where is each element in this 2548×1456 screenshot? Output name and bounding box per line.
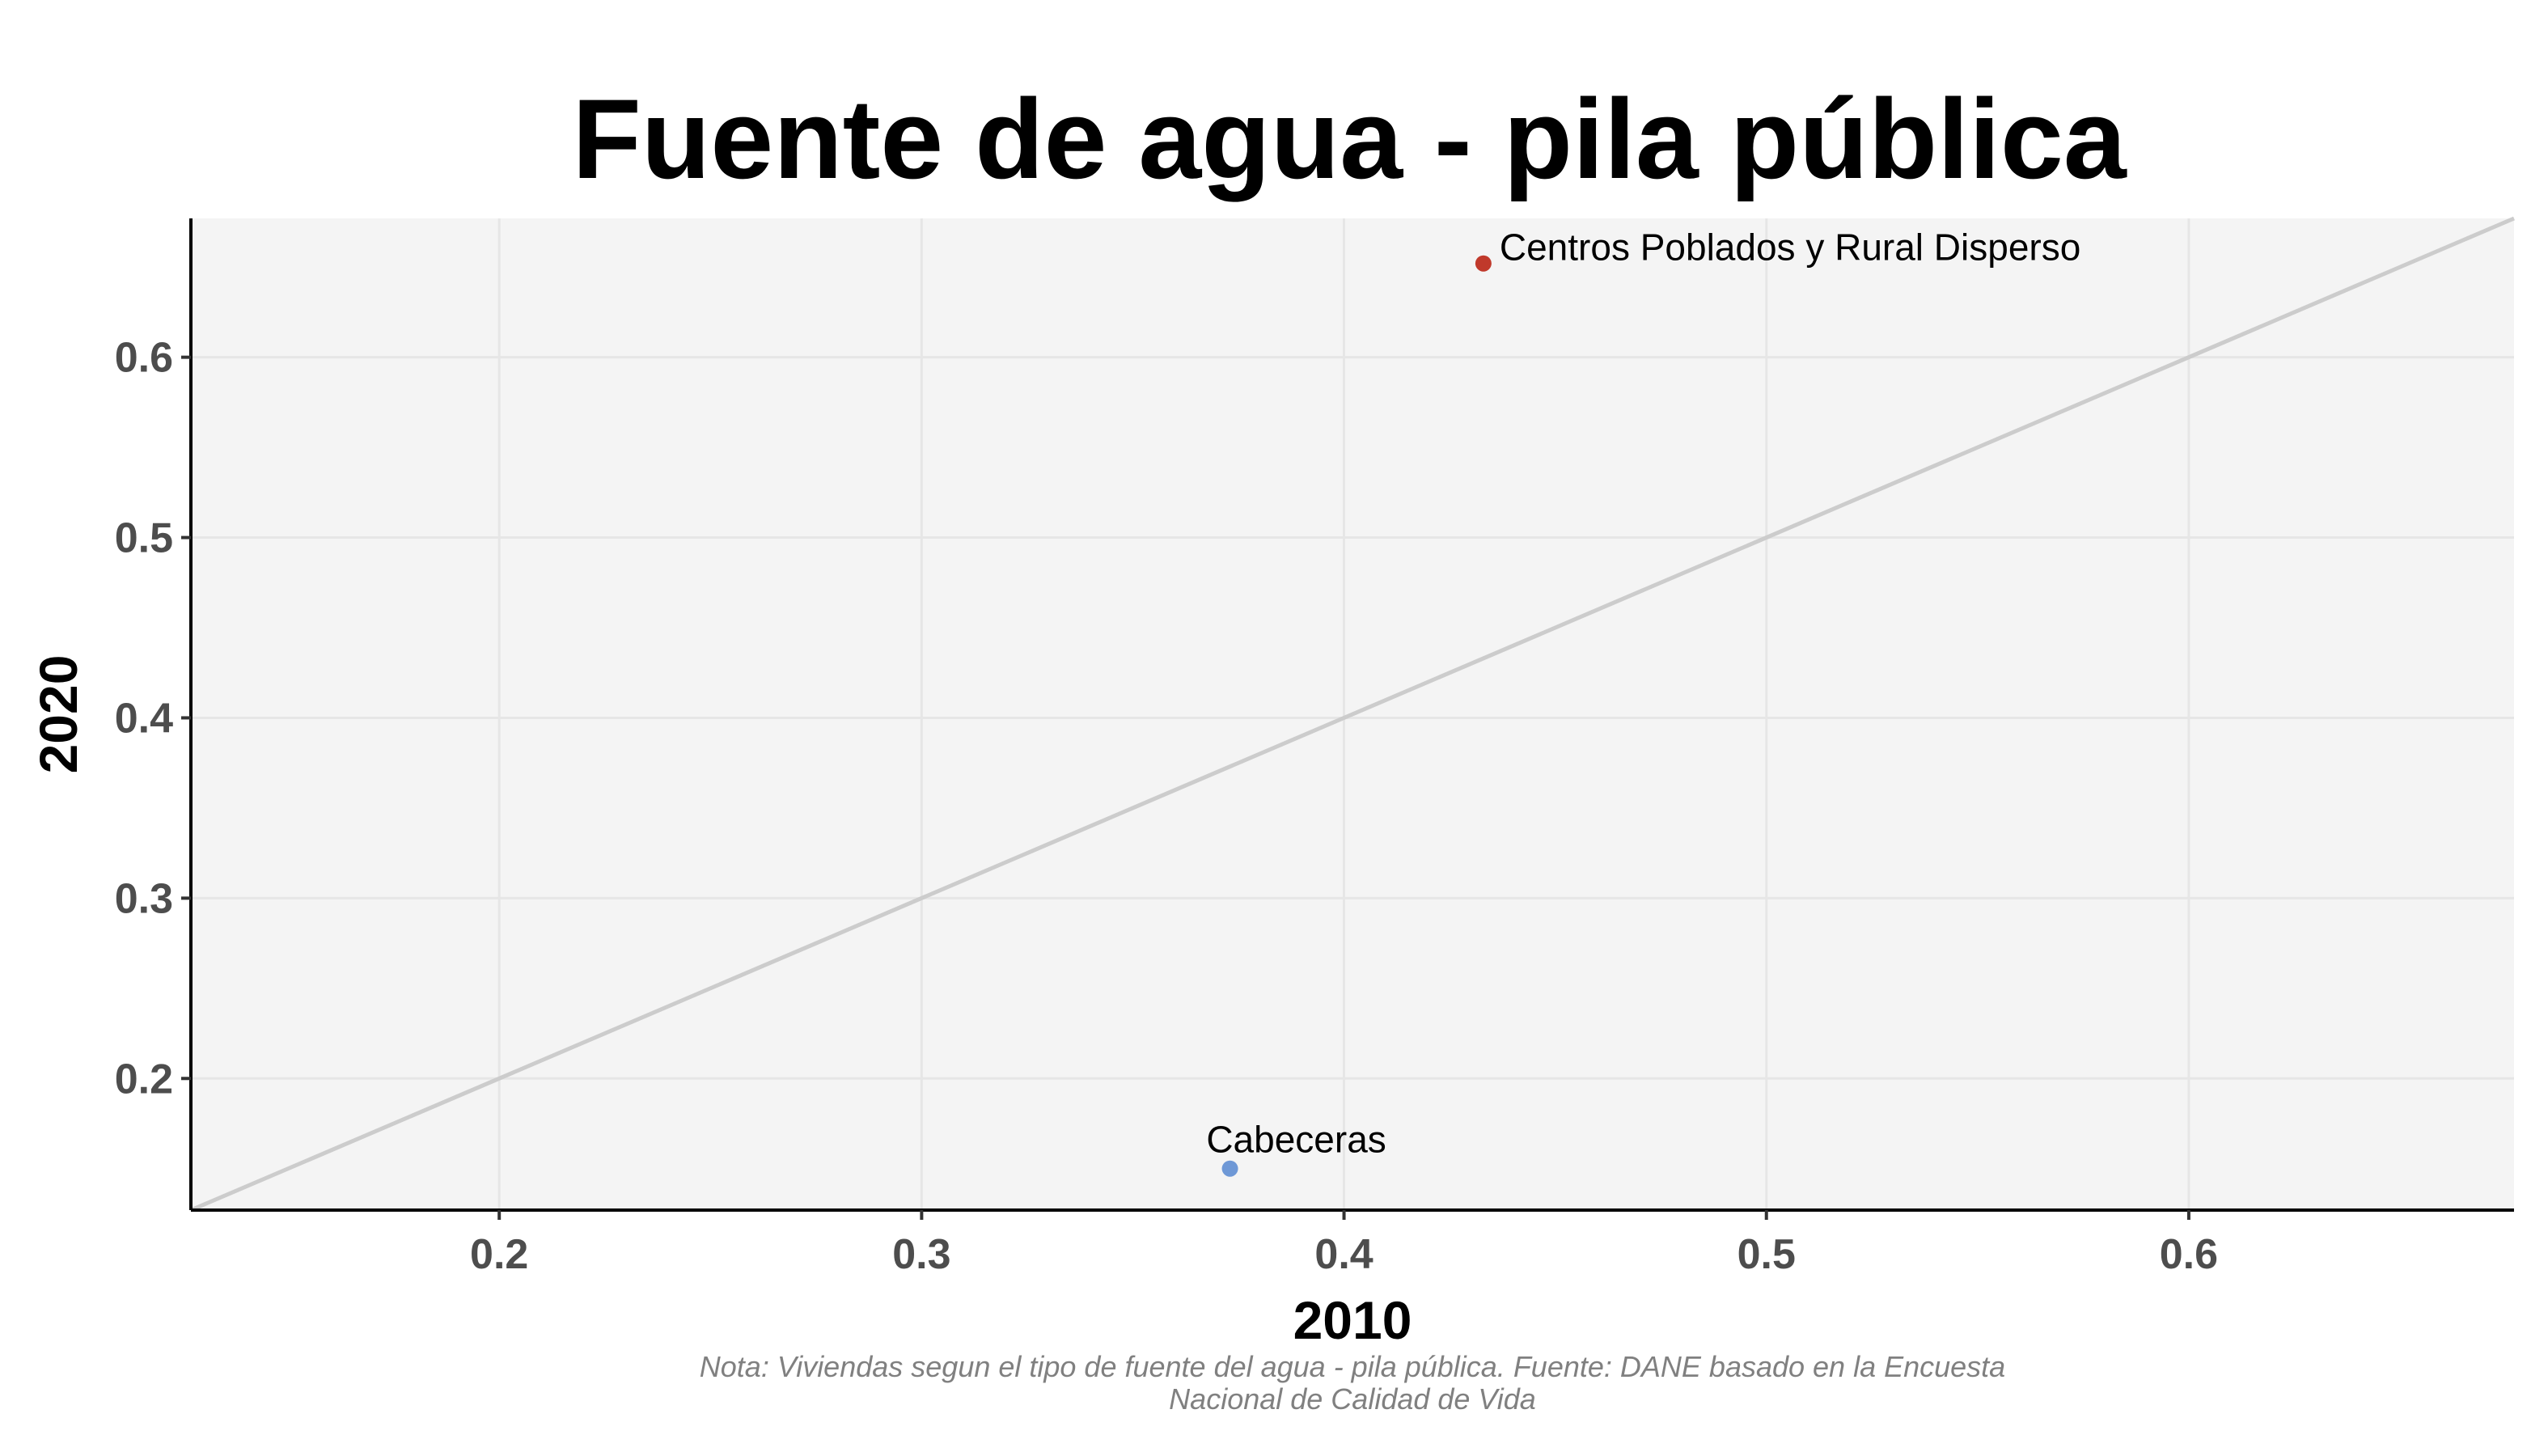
- x-axis-title: 2010: [1293, 1290, 1412, 1350]
- x-tick-label-2: 0.4: [1314, 1231, 1373, 1278]
- y-tick-label-1: 0.3: [115, 875, 173, 922]
- y-axis-title: 2020: [28, 655, 88, 774]
- caption-line-2: Nacional de Calidad de Vida: [1169, 1382, 1536, 1416]
- data-point-label-1: Centros Poblados y Rural Disperso: [1500, 226, 2080, 269]
- axes: [181, 218, 2514, 1220]
- tick-labels: 0.2 0.3 0.4 0.5 0.6 0.2 0.3 0.4 0.5 0.6: [115, 335, 2218, 1278]
- x-tick-label-3: 0.5: [1737, 1231, 1796, 1278]
- y-tick-label-0: 0.2: [115, 1056, 173, 1103]
- y-tick-label-4: 0.6: [115, 335, 173, 382]
- reference-line: [190, 216, 2515, 1213]
- x-tick-label-0: 0.2: [470, 1231, 528, 1278]
- data-point-label-0: Cabeceras: [1206, 1119, 1386, 1161]
- x-tick-label-1: 0.3: [892, 1231, 950, 1278]
- y-tick-label-3: 0.5: [115, 515, 173, 562]
- chart-title: Fuente de agua - pila pública: [572, 75, 2127, 202]
- caption-line-1: Nota: Viviendas segun el tipo de fuente …: [700, 1350, 2005, 1383]
- grid-lines: [191, 218, 2514, 1210]
- y-tick-label-2: 0.4: [115, 695, 173, 742]
- x-tick-label-4: 0.6: [2160, 1231, 2218, 1278]
- data-point-0: [1221, 1160, 1238, 1177]
- data-points: Cabeceras Centros Poblados y Rural Disper…: [1206, 226, 2080, 1177]
- data-point-1: [1475, 255, 1492, 272]
